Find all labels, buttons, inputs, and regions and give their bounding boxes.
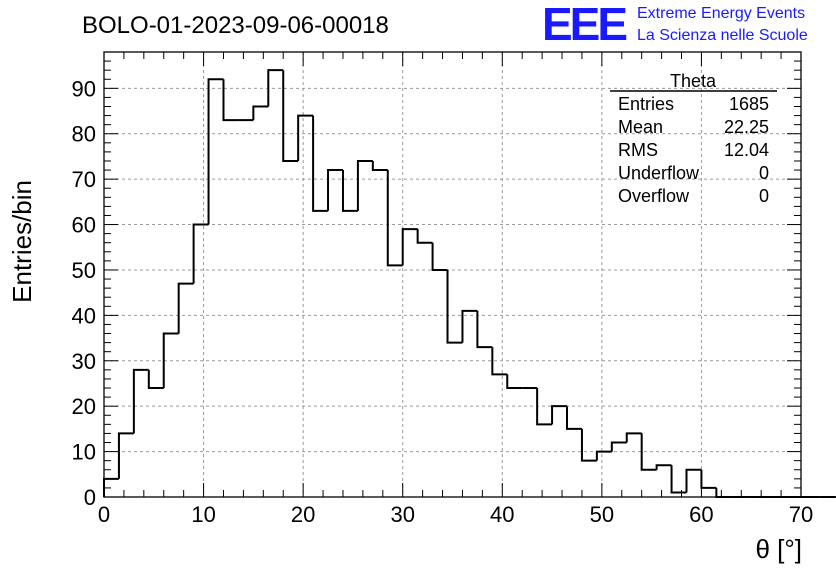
stats-rms-value: 12.04 <box>724 140 769 160</box>
x-axis-label: θ [°] <box>755 534 802 564</box>
grid <box>104 52 801 497</box>
histogram-bin <box>655 464 672 470</box>
y-axis-label: Entries/bin <box>7 180 37 303</box>
histogram-bin <box>192 223 209 284</box>
y-tick-label: 90 <box>72 76 96 101</box>
x-tick-label: 50 <box>590 502 614 527</box>
stats-mean-label: Mean <box>618 117 663 137</box>
y-tick-label: 40 <box>72 303 96 328</box>
histogram-bin <box>446 269 463 344</box>
histogram-bin <box>715 487 732 498</box>
x-tick-label: 10 <box>191 502 215 527</box>
stats-rms-label: RMS <box>618 140 658 160</box>
y-tick-label: 60 <box>72 213 96 238</box>
y-tick-label: 70 <box>72 167 96 192</box>
y-tick-label: 10 <box>72 440 96 465</box>
stats-underflow-label: Underflow <box>618 163 700 183</box>
histogram-bin <box>222 79 239 122</box>
x-tick-label: 40 <box>490 502 514 527</box>
histogram-bin <box>341 170 358 212</box>
histogram-bin <box>566 406 582 430</box>
histogram-bin <box>267 69 284 107</box>
plot-frame <box>103 51 802 498</box>
histogram-bin <box>536 388 553 426</box>
eee-logo-line1: Extreme Energy Events <box>637 5 805 22</box>
eee-logo: EEE Extreme Energy Events La Scienza nel… <box>542 0 808 50</box>
stats-entries-value: 1685 <box>729 94 769 114</box>
y-tick-label: 20 <box>72 394 96 419</box>
histogram-bin <box>252 105 269 121</box>
histogram-bin <box>685 468 702 493</box>
tick-labels: 0 10 20 30 40 50 60 70 0 10 20 30 40 50 60 70 80 90 <box>72 76 814 527</box>
histogram-bin <box>312 115 329 212</box>
histogram-bin <box>371 160 388 172</box>
axis-ticks <box>103 51 802 498</box>
stats-underflow-value: 0 <box>759 163 769 183</box>
eee-logo-mark: EEE <box>542 0 626 50</box>
histogram-bin <box>610 441 627 452</box>
histogram-bin <box>401 228 418 266</box>
stats-overflow-value: 0 <box>759 186 769 206</box>
x-tick-label: 0 <box>98 502 110 527</box>
run-title: BOLO-01-2023-09-06-00018 <box>82 12 389 39</box>
histogram-bin <box>117 432 134 479</box>
histogram-bin <box>431 242 448 271</box>
histogram-bin <box>476 310 493 349</box>
histogram-bin <box>207 78 224 225</box>
histogram-bin <box>670 465 687 494</box>
histogram-bin <box>327 169 343 211</box>
histogram-bin <box>506 374 523 390</box>
stats-entries-label: Entries <box>618 94 674 114</box>
histogram-bin <box>625 432 642 443</box>
x-tick-label: 30 <box>390 502 414 527</box>
histogram-bin <box>595 450 612 461</box>
histogram-bin <box>386 170 403 267</box>
x-tick-label: 70 <box>789 502 813 527</box>
y-tick-label: 50 <box>72 258 96 283</box>
stats-box: Theta Entries 1685 Mean 22.25 RMS 12.04 … <box>610 71 777 206</box>
histogram-bin <box>132 368 149 434</box>
y-tick-label: 0 <box>84 485 96 510</box>
histogram-bin <box>162 332 179 389</box>
histogram-bin <box>551 405 568 425</box>
histogram-bin <box>491 347 508 376</box>
histogram-bin <box>416 229 433 244</box>
histogram-bin <box>297 114 314 161</box>
histogram-bin <box>147 369 164 390</box>
stats-overflow-label: Overflow <box>618 186 690 206</box>
histogram-bin <box>356 159 373 211</box>
stats-title: Theta <box>670 71 717 91</box>
histogram-bin <box>177 282 194 334</box>
x-tick-label: 60 <box>689 502 713 527</box>
histogram-bin <box>700 469 717 489</box>
y-tick-label: 80 <box>72 122 96 147</box>
y-tick-label: 30 <box>72 349 96 374</box>
histogram-bin <box>640 433 657 471</box>
histogram-bin <box>580 428 597 462</box>
stats-mean-value: 22.25 <box>724 117 769 137</box>
histogram-bin <box>282 70 299 162</box>
histogram-bin <box>461 309 478 343</box>
x-tick-label: 20 <box>291 502 315 527</box>
eee-logo-line2: La Scienza nelle Scuole <box>637 27 808 44</box>
